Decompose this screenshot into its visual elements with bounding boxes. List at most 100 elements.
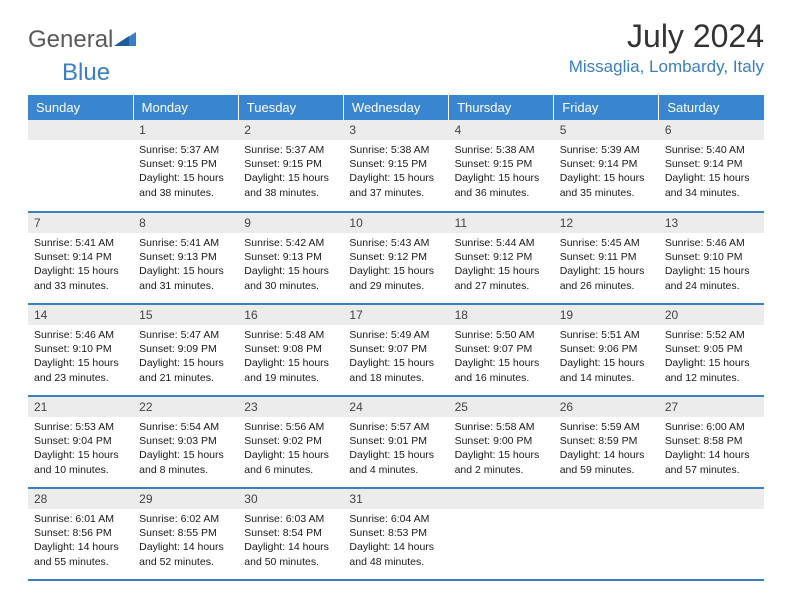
day-number: 5	[554, 120, 659, 140]
calendar-week-row: 28Sunrise: 6:01 AMSunset: 8:56 PMDayligh…	[28, 488, 764, 580]
calendar-day-cell: 6Sunrise: 5:40 AMSunset: 9:14 PMDaylight…	[659, 120, 764, 212]
calendar-day-cell: 22Sunrise: 5:54 AMSunset: 9:03 PMDayligh…	[133, 396, 238, 488]
calendar-day-cell: 2Sunrise: 5:37 AMSunset: 9:15 PMDaylight…	[238, 120, 343, 212]
calendar-day-cell	[449, 488, 554, 580]
calendar-header-row: SundayMondayTuesdayWednesdayThursdayFrid…	[28, 95, 764, 120]
calendar-week-row: 7Sunrise: 5:41 AMSunset: 9:14 PMDaylight…	[28, 212, 764, 304]
weekday-header: Wednesday	[343, 95, 448, 120]
calendar-day-cell	[28, 120, 133, 212]
day-number: 16	[238, 305, 343, 325]
day-number: 22	[133, 397, 238, 417]
calendar-day-cell: 20Sunrise: 5:52 AMSunset: 9:05 PMDayligh…	[659, 304, 764, 396]
weekday-header: Saturday	[659, 95, 764, 120]
day-details: Sunrise: 6:02 AMSunset: 8:55 PMDaylight:…	[133, 509, 238, 575]
calendar-day-cell: 3Sunrise: 5:38 AMSunset: 9:15 PMDaylight…	[343, 120, 448, 212]
day-details: Sunrise: 5:49 AMSunset: 9:07 PMDaylight:…	[343, 325, 448, 391]
day-number-empty	[28, 120, 133, 140]
brand-name-b: Blue	[26, 59, 110, 86]
day-number: 14	[28, 305, 133, 325]
day-number: 8	[133, 213, 238, 233]
weekday-header: Thursday	[449, 95, 554, 120]
calendar-day-cell: 16Sunrise: 5:48 AMSunset: 9:08 PMDayligh…	[238, 304, 343, 396]
calendar-day-cell: 7Sunrise: 5:41 AMSunset: 9:14 PMDaylight…	[28, 212, 133, 304]
calendar-day-cell: 10Sunrise: 5:43 AMSunset: 9:12 PMDayligh…	[343, 212, 448, 304]
day-number: 29	[133, 489, 238, 509]
day-details: Sunrise: 5:52 AMSunset: 9:05 PMDaylight:…	[659, 325, 764, 391]
calendar-day-cell: 18Sunrise: 5:50 AMSunset: 9:07 PMDayligh…	[449, 304, 554, 396]
day-details: Sunrise: 5:41 AMSunset: 9:13 PMDaylight:…	[133, 233, 238, 299]
day-details: Sunrise: 5:56 AMSunset: 9:02 PMDaylight:…	[238, 417, 343, 483]
calendar-body: 1Sunrise: 5:37 AMSunset: 9:15 PMDaylight…	[28, 120, 764, 580]
calendar-day-cell: 29Sunrise: 6:02 AMSunset: 8:55 PMDayligh…	[133, 488, 238, 580]
day-details: Sunrise: 5:43 AMSunset: 9:12 PMDaylight:…	[343, 233, 448, 299]
calendar-day-cell	[659, 488, 764, 580]
day-details: Sunrise: 5:54 AMSunset: 9:03 PMDaylight:…	[133, 417, 238, 483]
calendar-day-cell: 12Sunrise: 5:45 AMSunset: 9:11 PMDayligh…	[554, 212, 659, 304]
calendar-day-cell: 21Sunrise: 5:53 AMSunset: 9:04 PMDayligh…	[28, 396, 133, 488]
calendar-day-cell: 11Sunrise: 5:44 AMSunset: 9:12 PMDayligh…	[449, 212, 554, 304]
calendar-day-cell: 1Sunrise: 5:37 AMSunset: 9:15 PMDaylight…	[133, 120, 238, 212]
calendar-day-cell: 4Sunrise: 5:38 AMSunset: 9:15 PMDaylight…	[449, 120, 554, 212]
weekday-header: Friday	[554, 95, 659, 120]
brand-name-a: General	[28, 26, 113, 54]
calendar-day-cell	[554, 488, 659, 580]
day-details: Sunrise: 5:59 AMSunset: 8:59 PMDaylight:…	[554, 417, 659, 483]
day-number: 30	[238, 489, 343, 509]
day-number: 27	[659, 397, 764, 417]
day-number: 24	[343, 397, 448, 417]
calendar-day-cell: 30Sunrise: 6:03 AMSunset: 8:54 PMDayligh…	[238, 488, 343, 580]
calendar-day-cell: 26Sunrise: 5:59 AMSunset: 8:59 PMDayligh…	[554, 396, 659, 488]
day-details: Sunrise: 5:38 AMSunset: 9:15 PMDaylight:…	[449, 140, 554, 206]
calendar-day-cell: 23Sunrise: 5:56 AMSunset: 9:02 PMDayligh…	[238, 396, 343, 488]
calendar-day-cell: 19Sunrise: 5:51 AMSunset: 9:06 PMDayligh…	[554, 304, 659, 396]
day-details: Sunrise: 5:39 AMSunset: 9:14 PMDaylight:…	[554, 140, 659, 206]
calendar-day-cell: 31Sunrise: 6:04 AMSunset: 8:53 PMDayligh…	[343, 488, 448, 580]
day-number: 31	[343, 489, 448, 509]
calendar-day-cell: 5Sunrise: 5:39 AMSunset: 9:14 PMDaylight…	[554, 120, 659, 212]
day-details: Sunrise: 5:46 AMSunset: 9:10 PMDaylight:…	[28, 325, 133, 391]
calendar-day-cell: 17Sunrise: 5:49 AMSunset: 9:07 PMDayligh…	[343, 304, 448, 396]
day-details: Sunrise: 5:45 AMSunset: 9:11 PMDaylight:…	[554, 233, 659, 299]
day-number: 21	[28, 397, 133, 417]
day-details: Sunrise: 5:40 AMSunset: 9:14 PMDaylight:…	[659, 140, 764, 206]
day-details: Sunrise: 6:04 AMSunset: 8:53 PMDaylight:…	[343, 509, 448, 575]
day-number-empty	[659, 489, 764, 509]
day-number: 23	[238, 397, 343, 417]
calendar-day-cell: 14Sunrise: 5:46 AMSunset: 9:10 PMDayligh…	[28, 304, 133, 396]
day-details: Sunrise: 5:37 AMSunset: 9:15 PMDaylight:…	[238, 140, 343, 206]
day-details: Sunrise: 5:44 AMSunset: 9:12 PMDaylight:…	[449, 233, 554, 299]
day-number: 2	[238, 120, 343, 140]
day-details: Sunrise: 5:48 AMSunset: 9:08 PMDaylight:…	[238, 325, 343, 391]
day-number: 10	[343, 213, 448, 233]
day-number: 26	[554, 397, 659, 417]
day-number: 6	[659, 120, 764, 140]
day-details: Sunrise: 5:41 AMSunset: 9:14 PMDaylight:…	[28, 233, 133, 299]
day-details: Sunrise: 5:37 AMSunset: 9:15 PMDaylight:…	[133, 140, 238, 206]
day-number: 12	[554, 213, 659, 233]
flag-icon	[114, 28, 140, 53]
calendar-day-cell: 15Sunrise: 5:47 AMSunset: 9:09 PMDayligh…	[133, 304, 238, 396]
calendar-day-cell: 27Sunrise: 6:00 AMSunset: 8:58 PMDayligh…	[659, 396, 764, 488]
day-number: 3	[343, 120, 448, 140]
calendar-day-cell: 25Sunrise: 5:58 AMSunset: 9:00 PMDayligh…	[449, 396, 554, 488]
day-details: Sunrise: 5:57 AMSunset: 9:01 PMDaylight:…	[343, 417, 448, 483]
day-number: 4	[449, 120, 554, 140]
day-details: Sunrise: 5:53 AMSunset: 9:04 PMDaylight:…	[28, 417, 133, 483]
day-details: Sunrise: 5:51 AMSunset: 9:06 PMDaylight:…	[554, 325, 659, 391]
day-number: 28	[28, 489, 133, 509]
day-number: 7	[28, 213, 133, 233]
day-number: 17	[343, 305, 448, 325]
day-number: 20	[659, 305, 764, 325]
day-number: 11	[449, 213, 554, 233]
calendar-day-cell: 24Sunrise: 5:57 AMSunset: 9:01 PMDayligh…	[343, 396, 448, 488]
day-number: 1	[133, 120, 238, 140]
day-details: Sunrise: 5:58 AMSunset: 9:00 PMDaylight:…	[449, 417, 554, 483]
month-title: July 2024	[569, 18, 764, 55]
calendar-day-cell: 9Sunrise: 5:42 AMSunset: 9:13 PMDaylight…	[238, 212, 343, 304]
day-details: Sunrise: 6:01 AMSunset: 8:56 PMDaylight:…	[28, 509, 133, 575]
day-details: Sunrise: 5:38 AMSunset: 9:15 PMDaylight:…	[343, 140, 448, 206]
day-details: Sunrise: 6:00 AMSunset: 8:58 PMDaylight:…	[659, 417, 764, 483]
day-number: 18	[449, 305, 554, 325]
day-details: Sunrise: 5:46 AMSunset: 9:10 PMDaylight:…	[659, 233, 764, 299]
day-number-empty	[449, 489, 554, 509]
